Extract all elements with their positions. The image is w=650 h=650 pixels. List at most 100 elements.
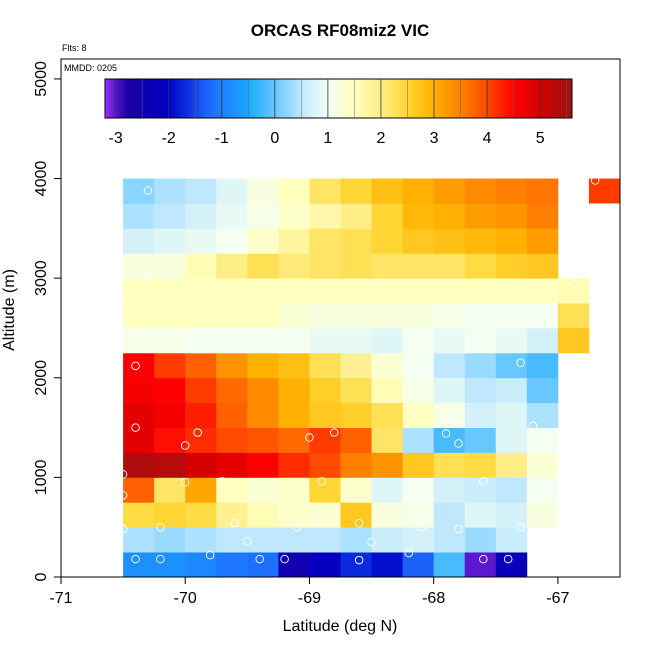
heatmap-cell bbox=[216, 452, 248, 478]
flight-point bbox=[553, 451, 563, 460]
heatmap-cell bbox=[495, 327, 528, 354]
heatmap-cell bbox=[216, 178, 248, 204]
flight-point bbox=[131, 423, 140, 432]
y-tick-label: 4000 bbox=[33, 161, 50, 197]
heatmap-cell bbox=[588, 178, 620, 204]
heatmap-cell bbox=[185, 552, 217, 578]
flight-point bbox=[553, 477, 563, 486]
heatmap-cell bbox=[402, 178, 435, 204]
flight-point bbox=[578, 227, 587, 236]
heatmap-cell bbox=[309, 253, 341, 279]
heatmap-cell bbox=[247, 527, 279, 553]
heatmap-cell bbox=[495, 303, 528, 329]
flight-point bbox=[516, 358, 525, 368]
plot-area bbox=[61, 59, 620, 578]
heatmap-cell bbox=[495, 178, 528, 204]
heatmap-cell bbox=[340, 352, 372, 379]
heatmap-cell bbox=[309, 278, 341, 304]
heatmap-cell bbox=[433, 228, 466, 254]
heatmap-cell bbox=[154, 452, 186, 478]
heatmap-cell bbox=[402, 303, 435, 329]
heatmap-cell bbox=[433, 402, 466, 428]
heatmap-cell bbox=[464, 377, 497, 404]
heatmap-cell bbox=[433, 253, 466, 279]
heatmap-cell bbox=[278, 303, 310, 329]
heatmap-cell bbox=[278, 253, 310, 279]
heatmap-cell bbox=[154, 552, 186, 578]
colorbar-tick-label: 2 bbox=[377, 130, 386, 147]
heatmap-cell bbox=[247, 377, 279, 404]
heatmap-cell bbox=[123, 178, 155, 204]
heatmap-cell bbox=[402, 402, 435, 428]
heatmap-cell bbox=[340, 278, 372, 304]
heatmap-cell bbox=[185, 377, 217, 404]
heatmap-cell bbox=[185, 402, 217, 428]
heatmap-cell bbox=[433, 452, 466, 478]
heatmap-cell bbox=[340, 402, 372, 428]
colorbar: -3 -2 -1 0 1 2 3 4 5 bbox=[104, 78, 573, 147]
heatmap-cell bbox=[216, 253, 248, 279]
heatmap-cell bbox=[495, 203, 528, 229]
flight-point bbox=[416, 522, 426, 532]
heatmap-cell bbox=[216, 303, 248, 329]
heatmap-cell bbox=[340, 228, 372, 254]
flight-point bbox=[280, 554, 289, 564]
heatmap-cell bbox=[123, 278, 155, 304]
flight-point bbox=[205, 550, 215, 560]
heatmap-cell bbox=[464, 402, 497, 428]
heatmap-cell bbox=[309, 377, 341, 404]
heatmap-cell bbox=[371, 327, 404, 354]
y-tick-label: 2000 bbox=[33, 360, 50, 396]
flight-point bbox=[193, 428, 202, 437]
heatmap-cell bbox=[557, 327, 590, 354]
heatmap-cell bbox=[340, 327, 372, 354]
heatmap-cell bbox=[154, 377, 186, 404]
heatmap-cell bbox=[371, 352, 404, 379]
flight-point bbox=[566, 275, 575, 285]
heatmap-cell bbox=[247, 402, 279, 428]
heatmap-cell bbox=[464, 427, 497, 453]
heatmap-cell bbox=[216, 552, 248, 578]
heatmap-cell bbox=[309, 527, 341, 553]
heatmap-cell bbox=[278, 427, 310, 453]
heatmap-cell bbox=[123, 377, 155, 404]
flight-point bbox=[118, 470, 128, 479]
heatmap-cell bbox=[309, 402, 341, 428]
heatmap-cell bbox=[464, 527, 497, 553]
heatmap-cell bbox=[402, 228, 435, 254]
heatmap-cell bbox=[247, 253, 279, 279]
heatmap-cell bbox=[123, 477, 155, 503]
flight-point bbox=[454, 524, 463, 534]
x-axis: -71 -70 -69 -68 -67 bbox=[49, 577, 570, 607]
heatmap-cell bbox=[216, 477, 248, 503]
heatmap-cells bbox=[123, 178, 620, 578]
heatmap-cell bbox=[154, 228, 186, 254]
heatmap-cell bbox=[495, 452, 528, 478]
heatmap-cell bbox=[309, 327, 341, 354]
heatmap-cell bbox=[464, 352, 497, 379]
heatmap-cell bbox=[216, 527, 248, 553]
y-tick-label: 3000 bbox=[33, 260, 50, 296]
heatmap-cell bbox=[464, 203, 497, 229]
heatmap-cell bbox=[464, 278, 497, 304]
heatmap-cell bbox=[371, 377, 404, 404]
heatmap-cell bbox=[154, 477, 186, 503]
colorbar-tick-label: -2 bbox=[162, 130, 176, 147]
y-tick-label: 0 bbox=[33, 572, 50, 581]
heatmap-cell bbox=[123, 228, 155, 254]
heatmap-cell bbox=[402, 203, 435, 229]
flight-point bbox=[404, 548, 414, 558]
heatmap-cell bbox=[123, 402, 155, 428]
heatmap-cell bbox=[309, 477, 341, 503]
heatmap-cell bbox=[309, 178, 341, 204]
heatmap-cell bbox=[278, 402, 310, 428]
heatmap-cell bbox=[309, 427, 341, 453]
heatmap-cell bbox=[278, 327, 310, 354]
y-tick-label: 5000 bbox=[33, 61, 50, 97]
heatmap-cell bbox=[495, 228, 528, 254]
heatmap-cell bbox=[185, 178, 217, 204]
heatmap-cell bbox=[154, 278, 186, 304]
flight-point bbox=[354, 555, 364, 565]
heatmap-cell bbox=[309, 452, 341, 478]
heatmap-cell bbox=[278, 452, 310, 478]
